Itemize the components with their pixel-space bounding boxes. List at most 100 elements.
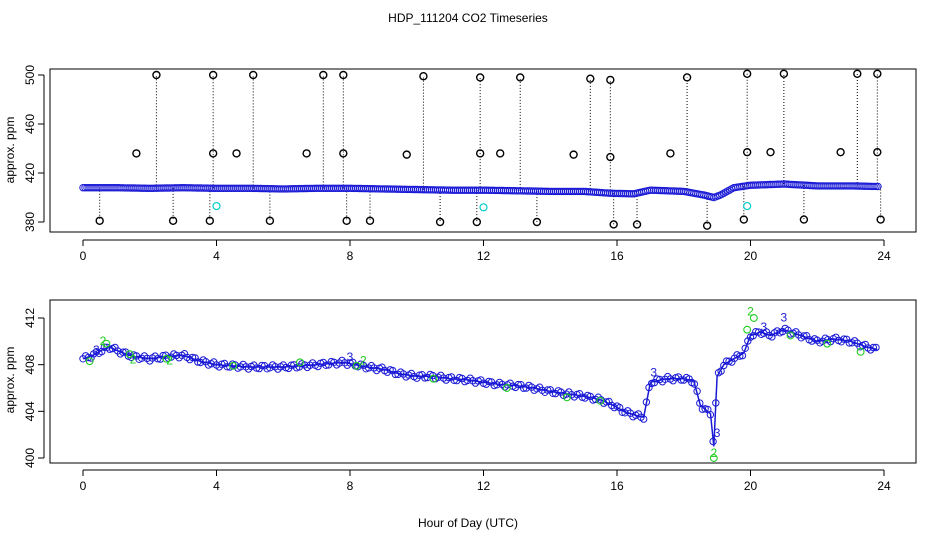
- top-x-tick-label: 24: [877, 249, 891, 263]
- top-high-outlier: [606, 75, 615, 85]
- top-y-tick-label: 380: [23, 212, 37, 232]
- top-mid-outlier: [475, 149, 485, 158]
- bottom-blue-point: [421, 374, 429, 382]
- top-low-outlier: [168, 216, 178, 225]
- bottom-blue-point: [180, 350, 189, 358]
- top-low-outlier: [702, 221, 712, 230]
- bottom-blue-point: [188, 353, 197, 362]
- top-mid-outlier: [402, 150, 411, 159]
- bottom-green-point: [562, 393, 571, 402]
- bottom-label-2: 2: [710, 446, 717, 460]
- bottom-blue-point: [840, 335, 848, 343]
- bottom-label-2: 2: [747, 305, 754, 319]
- bottom-blue-point: [466, 374, 474, 382]
- top-mid-outlier: [132, 149, 141, 158]
- bottom-blue-point: [706, 411, 715, 419]
- top-y-tick-label: 500: [23, 65, 37, 85]
- bottom-blue-point: [581, 394, 589, 402]
- top-x-tick-label: 0: [80, 249, 87, 263]
- top-mid-outlier: [836, 147, 845, 157]
- top-high-outlier: [419, 72, 428, 81]
- top-low-outlier: [739, 215, 749, 224]
- bottom-blue-point: [279, 361, 287, 369]
- bottom-blue-point: [106, 345, 114, 353]
- bottom-blue-point: [690, 380, 699, 388]
- top-mid-outlier: [208, 149, 218, 158]
- top-x-tick-label: 12: [477, 249, 491, 263]
- top-plot-frame: [49, 68, 917, 233]
- top-cyan-point: [743, 201, 752, 211]
- top-panel: approx. ppm 0 4 8 12 16 20 24 380 420 460 500: [3, 65, 917, 263]
- top-cyan-point: [479, 203, 488, 212]
- bottom-green-point: [352, 361, 361, 370]
- bottom-blue-point: [749, 332, 757, 340]
- bottom-blue-point: [84, 353, 93, 362]
- bottom-blue-point: [712, 399, 720, 407]
- top-cyan-point: [212, 201, 221, 211]
- bottom-green-point: [85, 357, 94, 366]
- bottom-blue-point: [485, 377, 493, 386]
- bottom-green-point: [743, 325, 752, 334]
- chart-title: HDP_111204 CO2 Timeseries: [388, 11, 548, 25]
- top-high-outlier: [682, 73, 692, 82]
- bottom-green-point: [102, 339, 111, 348]
- bottom-x-tick-label: 16: [610, 479, 624, 493]
- bottom-blue-point: [698, 405, 707, 413]
- bottom-blue-point: [869, 343, 877, 352]
- bottom-blue-point: [709, 437, 717, 446]
- bottom-label-2: 2: [130, 353, 137, 367]
- bottom-green-point: [596, 396, 605, 405]
- top-high-outlier: [319, 70, 328, 80]
- top-low-outlier: [265, 216, 275, 225]
- bottom-blue-point: [741, 344, 749, 352]
- bottom-green-point: [749, 314, 758, 322]
- bottom-green-point: [823, 339, 832, 348]
- bottom-series-line: [82, 328, 878, 447]
- bottom-blue-point: [650, 378, 659, 387]
- top-x-tick-label: 20: [744, 249, 758, 263]
- top-mid-outlier: [495, 149, 505, 158]
- top-mid-outlier: [873, 147, 882, 157]
- top-x-tick-label: 8: [347, 249, 354, 263]
- bottom-x-tick-label: 20: [744, 479, 758, 493]
- bottom-x-tick-label: 8: [347, 479, 354, 493]
- bottom-green-point: [429, 374, 438, 383]
- top-high-outlier: [873, 69, 882, 78]
- bottom-green-point: [856, 347, 865, 356]
- bottom-label-3: 3: [714, 426, 721, 440]
- top-high-outlier: [586, 74, 595, 83]
- bottom-blue-point: [722, 357, 731, 365]
- top-high-outlier: [339, 70, 348, 80]
- top-y-tick-label: 460: [23, 114, 37, 134]
- bottom-plot-frame: [49, 299, 917, 464]
- bottom-y-tick-label: 400: [23, 448, 37, 468]
- bottom-blue-point: [154, 355, 162, 363]
- top-mid-outlier: [302, 149, 311, 158]
- top-low-outlier: [876, 215, 885, 224]
- bottom-blue-point: [119, 348, 127, 356]
- bottom-blue-point: [514, 380, 522, 389]
- bottom-label-3: 3: [650, 365, 657, 379]
- top-high-outlier: [152, 70, 161, 80]
- top-mid-outlier: [606, 152, 615, 162]
- top-high-outlier: [779, 69, 789, 78]
- top-x-tick-label: 16: [610, 249, 624, 263]
- bottom-label-3: 3: [781, 311, 788, 325]
- bottom-y-tick-label: 408: [23, 354, 37, 374]
- top-high-outlier: [475, 73, 485, 82]
- top-low-outlier: [435, 217, 445, 227]
- bottom-blue-point: [322, 361, 330, 369]
- bottom-green-point: [295, 358, 304, 367]
- bottom-y-tick-label: 404: [23, 401, 37, 421]
- bottom-green-point: [502, 384, 511, 392]
- bottom-x-tick-label: 12: [477, 479, 491, 493]
- top-low-outlier: [205, 216, 215, 225]
- bottom-ylabel: approx. ppm: [3, 347, 17, 414]
- bottom-label-3: 3: [761, 320, 768, 334]
- bottom-green-point: [709, 454, 718, 462]
- bottom-blue-point: [738, 351, 747, 360]
- bottom-x-tick-label: 24: [877, 479, 891, 493]
- bottom-green-point: [229, 361, 238, 370]
- bottom-green-point: [125, 350, 134, 359]
- top-mid-outlier: [232, 149, 241, 158]
